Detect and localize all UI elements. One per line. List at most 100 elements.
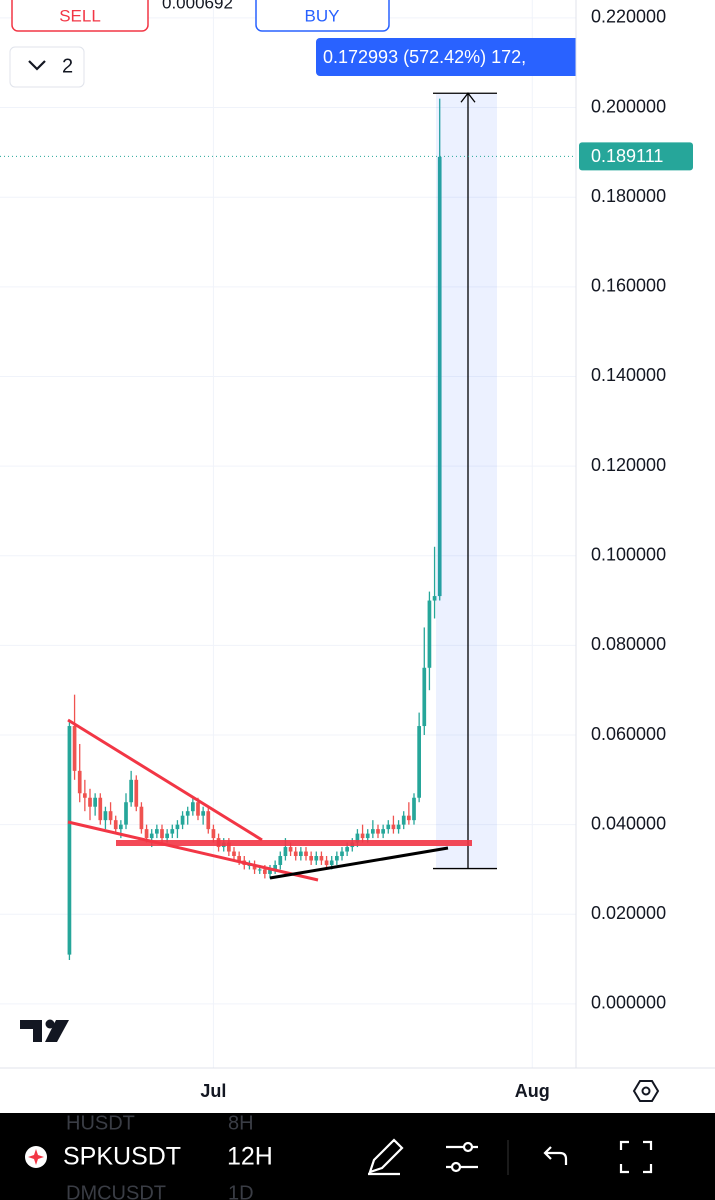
candle-body [293,851,298,857]
candle-body [268,869,272,874]
candle-body [149,833,154,839]
x-tick-label: Jul [200,1081,226,1101]
support-line [269,846,449,880]
candle-body [103,811,108,821]
measure-label-bg [316,38,576,76]
fullscreen-icon[interactable] [619,1140,653,1174]
candle-body [319,856,324,861]
candle-body [355,833,360,843]
last-price-label: 0.189111 [591,146,663,166]
sell-button[interactable] [11,0,149,32]
trend-line [67,718,263,842]
settings-icon[interactable] [632,1080,660,1102]
candle-body [98,797,103,821]
axes: 0.000000 0.020000 0.040000 0.060000 0.080000… [200,7,693,1101]
candle-body [427,600,432,668]
last-price-tag [579,142,693,171]
candle-body [139,806,144,830]
candle-body [288,847,293,852]
candle-body [324,860,329,865]
buy-label[interactable]: BUY [305,6,340,25]
symbol-icon-star [28,1149,44,1165]
measure-box [436,93,497,869]
y-tick-label: 0.180000 [591,186,666,206]
interval[interactable]: 12H [227,1143,273,1171]
candle-body [299,851,303,857]
candle-body [72,726,77,771]
candle-body [237,856,241,861]
candle-body [263,869,267,874]
candle-body [155,829,159,834]
undo-icon[interactable] [543,1146,568,1165]
candle-body [422,667,427,727]
layout-count[interactable]: 2 [62,55,73,77]
symbol[interactable]: SPKUSDT [63,1143,181,1171]
y-tick-label: 0.140000 [591,365,666,385]
ghost-symbol: HUSDT [66,1112,135,1134]
candle-body [417,726,421,798]
candle-body [376,829,380,834]
candle-body [191,802,195,812]
candle-body [180,815,185,825]
candle-body [396,824,401,830]
candle-body [278,856,283,865]
candle-body [227,842,231,852]
candle-body [381,829,385,834]
y-tick-label: 0.060000 [591,724,666,744]
candle-body [88,797,92,807]
candle-body [165,833,169,839]
y-tick-label: 0.080000 [591,634,666,654]
candle-body [386,824,391,830]
candle-body [365,833,370,839]
candle-body [124,802,128,825]
spread: 0.000692 [162,0,233,12]
y-tick-label: 0.200000 [591,96,666,116]
draw-icon[interactable] [368,1138,404,1176]
candle-body [144,829,149,839]
candle-body [283,847,288,857]
candle-body [345,847,349,852]
ghost-symbol: DMCUSDT [66,1182,166,1200]
layout-dropdown[interactable] [9,46,85,88]
candle-body [340,851,344,857]
y-tick-label: 0.000000 [591,993,666,1013]
candle-body [391,824,396,830]
candle-body [77,770,82,794]
indicators-icon[interactable] [446,1141,478,1173]
candle-body [206,811,211,830]
y-tick-label: 0.120000 [591,455,666,475]
candle-body [437,156,442,597]
candle-body [196,802,200,816]
candle-body [211,829,216,839]
trend-line [67,820,319,882]
candle-body [201,811,205,816]
y-tick-label: 0.220000 [591,7,666,27]
candle-body [360,833,365,839]
candle-body [335,856,339,861]
candle-body [412,797,416,821]
candle-body [119,824,123,830]
candle-body [93,797,97,807]
candle-body [170,829,175,834]
x-tick-label: Aug [515,1081,550,1101]
candle-body [309,856,313,861]
y-tick-label: 0.100000 [591,544,666,564]
y-tick-label: 0.040000 [591,813,666,833]
plot-area: 0.172993 (572.42%) 172, [0,38,576,960]
candle-body [257,869,262,871]
candle-body [160,829,164,839]
measure-label: 0.172993 (572.42%) 172, [323,47,526,67]
drawings [67,718,472,882]
candle-body [108,811,113,821]
ghost-interval: 1D [228,1182,254,1200]
sell-label[interactable]: SELL [59,6,101,25]
ghost-interval: 8H [228,1112,254,1134]
candle-body [432,596,437,601]
candle-body [175,824,180,830]
candle-body [273,864,277,870]
buy-button[interactable] [255,0,390,32]
candle-body [371,829,375,834]
toolbar [0,1113,715,1200]
candle-body [329,860,334,865]
candle-body [304,851,308,857]
